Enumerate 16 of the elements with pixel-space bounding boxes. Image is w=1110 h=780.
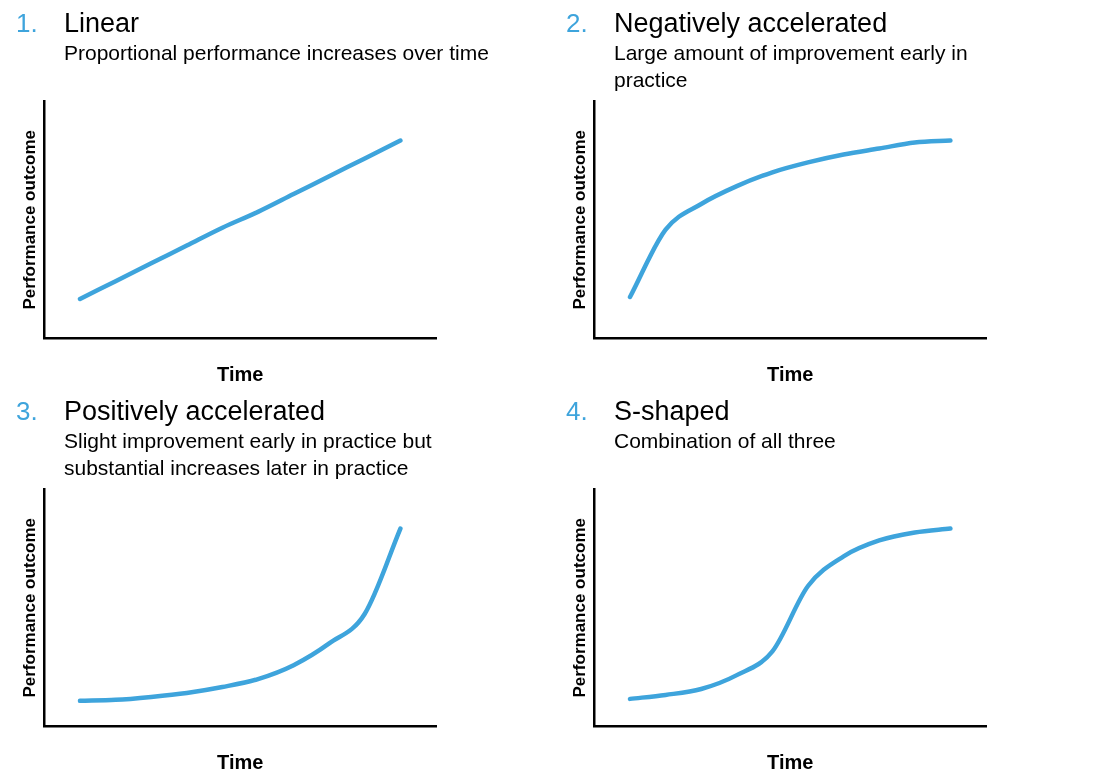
- y-axis-title: Performance outcome: [569, 130, 589, 310]
- y-axis-title: Performance outcome: [19, 130, 39, 310]
- chart-subtitle: Large amount of improvement early in practice: [614, 40, 969, 93]
- chart-title: 2. Negatively accelerated: [566, 8, 888, 39]
- x-axis-title: Time: [767, 362, 814, 385]
- chart-title: 3. Positively accelerated: [16, 396, 326, 427]
- y-axis-title: Performance outcome: [569, 518, 589, 698]
- chart-subtitle: Slight improvement early in practice but substantial increases later in practice: [64, 428, 433, 481]
- chart-subtitle: Proportional performance increases over time: [64, 40, 490, 66]
- chart-title: 4. S-shaped: [566, 396, 730, 427]
- chart-title: 1. Linear: [16, 8, 140, 39]
- x-axis-title: Time: [767, 750, 814, 773]
- x-axis-title: Time: [217, 362, 264, 385]
- y-axis-title: Performance outcome: [19, 518, 39, 698]
- x-axis-title: Time: [217, 750, 264, 773]
- chart-subtitle: Combination of all three: [614, 428, 837, 454]
